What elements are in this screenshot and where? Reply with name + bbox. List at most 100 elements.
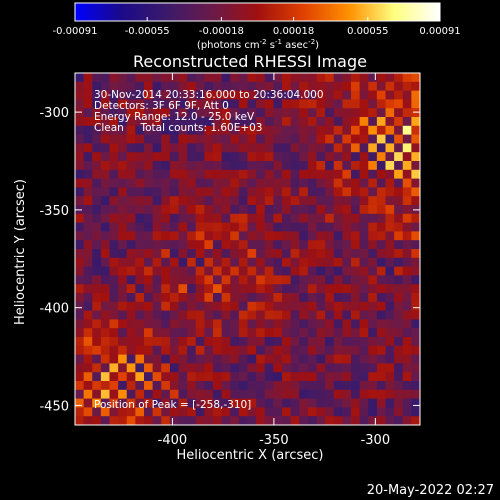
heatmap-cell <box>402 213 412 223</box>
heatmap-cell <box>394 398 404 408</box>
colorbar-tick-label: -0.00018 <box>199 26 244 37</box>
heatmap-cell <box>135 134 145 144</box>
heatmap-cell <box>221 319 231 329</box>
heatmap-cell <box>411 196 420 206</box>
heatmap-cell <box>325 275 335 285</box>
heatmap-cell <box>299 196 309 206</box>
heatmap-cell <box>92 275 102 285</box>
heatmap-cell <box>394 240 404 250</box>
heatmap-cell <box>307 266 317 276</box>
heatmap-cell <box>359 328 369 338</box>
heatmap-cell <box>333 363 343 373</box>
heatmap-cell <box>75 372 85 382</box>
heatmap-cell <box>411 266 420 276</box>
heatmap-cell <box>213 152 223 162</box>
heatmap-cell <box>307 99 317 109</box>
heatmap-cell <box>152 275 162 285</box>
heatmap-cell <box>273 134 283 144</box>
heatmap-cell <box>126 73 136 83</box>
heatmap-cell <box>144 275 154 285</box>
heatmap-cell <box>83 213 93 223</box>
colorbar-tick-label: 0.00055 <box>347 26 388 37</box>
heatmap-cell <box>299 389 309 399</box>
heatmap-cell <box>195 231 205 241</box>
heatmap-cell <box>411 293 420 303</box>
heatmap-cell <box>169 240 179 250</box>
heatmap-cell <box>161 249 171 259</box>
heatmap-cell <box>351 240 361 250</box>
heatmap-cell <box>178 310 188 320</box>
heatmap-cell <box>187 99 197 109</box>
heatmap-cell <box>282 81 292 91</box>
heatmap-cell <box>118 81 128 91</box>
heatmap-cell <box>195 205 205 215</box>
heatmap-cell <box>299 363 309 373</box>
heatmap-cell <box>368 205 378 215</box>
heatmap-cell <box>118 178 128 188</box>
heatmap-cell <box>75 169 85 179</box>
heatmap-cell <box>376 205 386 215</box>
heatmap-cell <box>161 328 171 338</box>
heatmap-cell <box>299 416 309 425</box>
heatmap-cell <box>204 301 214 311</box>
heatmap-cell <box>144 398 154 408</box>
heatmap-cell <box>247 169 257 179</box>
heatmap-cell <box>273 178 283 188</box>
heatmap-cell <box>402 363 412 373</box>
heatmap-cell <box>316 389 326 399</box>
heatmap-cell <box>290 169 300 179</box>
heatmap-cell <box>316 73 326 83</box>
heatmap-cell <box>273 90 283 100</box>
heatmap-cell <box>135 161 145 171</box>
heatmap-cell <box>230 152 240 162</box>
heatmap-cell <box>187 301 197 311</box>
heatmap-cell <box>135 143 145 153</box>
heatmap-cell <box>342 178 352 188</box>
heatmap-cell <box>83 275 93 285</box>
heatmap-cell <box>325 117 335 127</box>
heatmap-cell <box>204 345 214 355</box>
heatmap-cell <box>342 117 352 127</box>
heatmap-cell <box>385 161 395 171</box>
heatmap-cell <box>376 363 386 373</box>
heatmap-cell <box>299 169 309 179</box>
heatmap-cell <box>221 231 231 241</box>
heatmap-cell <box>178 240 188 250</box>
heatmap-cell <box>144 81 154 91</box>
heatmap-cell <box>204 240 214 250</box>
heatmap-cell <box>126 372 136 382</box>
heatmap-cell <box>178 301 188 311</box>
heatmap-cell <box>221 293 231 303</box>
heatmap-cell <box>238 301 248 311</box>
heatmap-cell <box>213 372 223 382</box>
heatmap-cell <box>83 205 93 215</box>
heatmap-cell <box>118 222 128 232</box>
heatmap-cell <box>368 275 378 285</box>
heatmap-cell <box>118 266 128 276</box>
heatmap-cell <box>402 284 412 294</box>
heatmap-cell <box>109 108 119 118</box>
heatmap-cell <box>204 125 214 135</box>
heatmap-cell <box>394 99 404 109</box>
heatmap-cell <box>100 319 110 329</box>
heatmap-cell <box>359 345 369 355</box>
heatmap-cell <box>394 345 404 355</box>
heatmap-cell <box>161 275 171 285</box>
heatmap-cell <box>299 275 309 285</box>
heatmap-cell <box>83 134 93 144</box>
heatmap-cell <box>135 363 145 373</box>
heatmap-cell <box>75 301 85 311</box>
heatmap-cell <box>92 284 102 294</box>
heatmap-cell <box>238 73 248 83</box>
heatmap-cell <box>273 213 283 223</box>
heatmap-cell <box>402 389 412 399</box>
heatmap-cell <box>152 293 162 303</box>
heatmap-cell <box>213 81 223 91</box>
heatmap-cell <box>290 389 300 399</box>
heatmap-cell <box>221 196 231 206</box>
heatmap-cell <box>299 337 309 347</box>
heatmap-cell <box>299 108 309 118</box>
heatmap-cell <box>256 196 266 206</box>
heatmap-cell <box>368 407 378 417</box>
heatmap-cell <box>100 125 110 135</box>
